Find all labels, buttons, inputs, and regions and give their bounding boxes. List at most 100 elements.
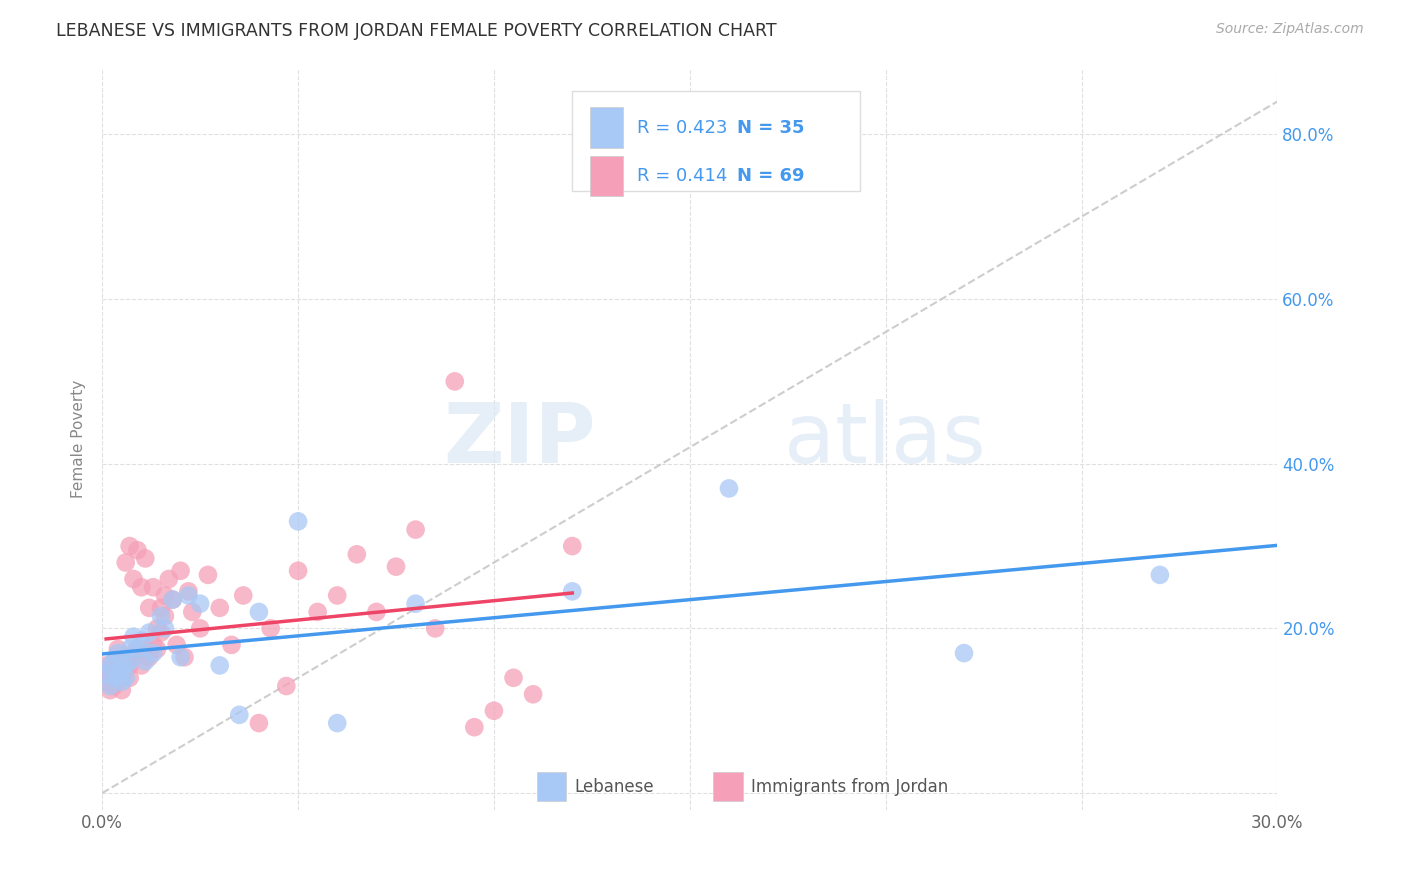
Point	[107, 666, 129, 681]
Point	[131, 580, 153, 594]
Point	[188, 597, 211, 611]
Point	[425, 621, 447, 635]
Point	[366, 605, 388, 619]
Point	[326, 716, 349, 731]
Point	[134, 642, 156, 657]
Point	[157, 572, 180, 586]
Point	[127, 642, 149, 657]
Point	[260, 621, 283, 635]
Point	[307, 605, 329, 619]
Point	[114, 658, 136, 673]
Point	[149, 609, 172, 624]
Point	[1149, 567, 1171, 582]
Point	[221, 638, 243, 652]
Point	[131, 658, 153, 673]
Point	[287, 514, 309, 528]
Point	[98, 679, 121, 693]
Point	[142, 638, 165, 652]
Point	[103, 666, 125, 681]
Point	[717, 482, 740, 496]
Point	[114, 650, 136, 665]
Point	[502, 671, 524, 685]
Point	[111, 663, 134, 677]
Point	[103, 654, 125, 668]
Point	[162, 592, 184, 607]
Text: R = 0.414: R = 0.414	[637, 167, 727, 185]
Point	[118, 539, 141, 553]
FancyBboxPatch shape	[572, 91, 860, 191]
Point	[146, 621, 169, 635]
Point	[166, 638, 188, 652]
Point	[153, 621, 176, 635]
Point	[208, 600, 231, 615]
Point	[103, 679, 125, 693]
Point	[114, 671, 136, 685]
Point	[98, 658, 121, 673]
FancyBboxPatch shape	[591, 155, 623, 196]
Point	[162, 592, 184, 607]
Point	[346, 547, 368, 561]
Point	[111, 658, 134, 673]
Point	[114, 556, 136, 570]
Point	[127, 642, 149, 657]
Point	[94, 666, 117, 681]
Point	[122, 630, 145, 644]
Point	[228, 707, 250, 722]
Point	[953, 646, 976, 660]
FancyBboxPatch shape	[537, 772, 567, 801]
FancyBboxPatch shape	[713, 772, 742, 801]
Point	[146, 642, 169, 657]
Text: R = 0.423: R = 0.423	[637, 119, 727, 136]
Point	[118, 658, 141, 673]
Point	[247, 716, 270, 731]
Point	[118, 671, 141, 685]
Point	[131, 646, 153, 660]
Text: atlas: atlas	[783, 399, 986, 480]
Point	[149, 625, 172, 640]
Y-axis label: Female Poverty: Female Poverty	[72, 380, 86, 498]
Point	[111, 674, 134, 689]
Point	[443, 375, 465, 389]
Point	[103, 671, 125, 685]
Point	[177, 589, 200, 603]
Point	[98, 671, 121, 685]
Point	[405, 597, 427, 611]
Text: Source: ZipAtlas.com: Source: ZipAtlas.com	[1216, 22, 1364, 37]
Point	[276, 679, 298, 693]
Point	[138, 600, 160, 615]
Point	[107, 654, 129, 668]
Point	[98, 683, 121, 698]
Point	[131, 633, 153, 648]
Point	[169, 564, 191, 578]
Point	[94, 674, 117, 689]
Point	[561, 584, 583, 599]
Point	[118, 654, 141, 668]
Point	[142, 646, 165, 660]
Text: N = 35: N = 35	[737, 119, 804, 136]
Point	[122, 572, 145, 586]
Text: Immigrants from Jordan: Immigrants from Jordan	[751, 778, 948, 796]
Point	[107, 646, 129, 660]
FancyBboxPatch shape	[591, 107, 623, 148]
Point	[287, 564, 309, 578]
Point	[103, 654, 125, 668]
Point	[188, 621, 211, 635]
Point	[197, 567, 219, 582]
Point	[127, 543, 149, 558]
Point	[122, 646, 145, 660]
Point	[142, 580, 165, 594]
Point	[149, 600, 172, 615]
Point	[153, 589, 176, 603]
Text: LEBANESE VS IMMIGRANTS FROM JORDAN FEMALE POVERTY CORRELATION CHART: LEBANESE VS IMMIGRANTS FROM JORDAN FEMAL…	[56, 22, 778, 40]
Point	[522, 687, 544, 701]
Point	[122, 650, 145, 665]
Point	[463, 720, 485, 734]
Point	[134, 551, 156, 566]
Point	[482, 704, 505, 718]
Point	[173, 650, 195, 665]
Text: N = 69: N = 69	[737, 167, 804, 185]
Point	[118, 642, 141, 657]
Point	[385, 559, 408, 574]
Point	[98, 663, 121, 677]
Point	[107, 666, 129, 681]
